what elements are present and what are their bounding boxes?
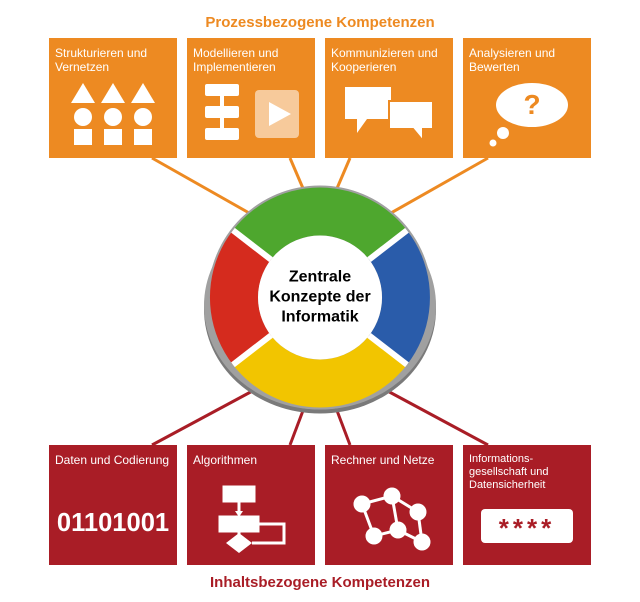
shapes-grid-icon xyxy=(55,76,171,152)
tile-label: Strukturieren und Vernetzen xyxy=(55,46,171,76)
svg-text:****: **** xyxy=(499,513,555,543)
tile-label: Rechner und Netze xyxy=(331,453,447,483)
tile-analysieren: Analysieren und Bewerten ? xyxy=(463,38,591,158)
svg-text:?: ? xyxy=(523,89,540,120)
tile-rechner: Rechner und Netze xyxy=(325,445,453,565)
center-line3: Informatik xyxy=(269,307,370,327)
flowchart-icon xyxy=(193,483,309,559)
tile-kommunizieren: Kommunizieren und Kooperieren xyxy=(325,38,453,158)
center-line1: Zentrale xyxy=(269,267,370,287)
tile-strukturieren: Strukturieren und Vernetzen xyxy=(49,38,177,158)
tile-label: Modellieren und Implementieren xyxy=(193,46,309,76)
tile-label: Informations-gesellschaft und Datensiche… xyxy=(469,453,585,493)
tile-modellieren: Modellieren und Implementieren xyxy=(187,38,315,158)
tile-row-top: Strukturieren und Vernetzen Modellieren … xyxy=(0,38,640,158)
tile-algorithmen: Algorithmen xyxy=(187,445,315,565)
center-line2: Konzepte der xyxy=(269,287,370,307)
binary-icon: 01101001 xyxy=(55,483,171,559)
section-title-top: Prozessbezogene Kompetenzen xyxy=(0,14,640,31)
tile-label: Daten und Codierung xyxy=(55,453,171,483)
tile-label: Algorithmen xyxy=(193,453,309,483)
tile-daten: Daten und Codierung 01101001 xyxy=(49,445,177,565)
center-ring: Zentrale Konzepte der Informatik xyxy=(190,168,450,433)
tile-label: Kommunizieren und Kooperieren xyxy=(331,46,447,76)
tile-row-bottom: Daten und Codierung 01101001 Algorithmen xyxy=(0,445,640,565)
svg-text:01101001: 01101001 xyxy=(57,509,169,537)
tile-label: Analysieren und Bewerten xyxy=(469,46,585,76)
flow-play-icon xyxy=(193,76,309,152)
speech-bubbles-icon xyxy=(331,76,447,152)
password-icon: **** xyxy=(469,493,585,559)
tile-datensicherheit: Informations-gesellschaft und Datensiche… xyxy=(463,445,591,565)
network-icon xyxy=(331,483,447,559)
center-label: Zentrale Konzepte der Informatik xyxy=(269,267,370,327)
section-title-bottom: Inhaltsbezogene Kompetenzen xyxy=(0,574,640,591)
thought-question-icon: ? xyxy=(469,76,585,152)
